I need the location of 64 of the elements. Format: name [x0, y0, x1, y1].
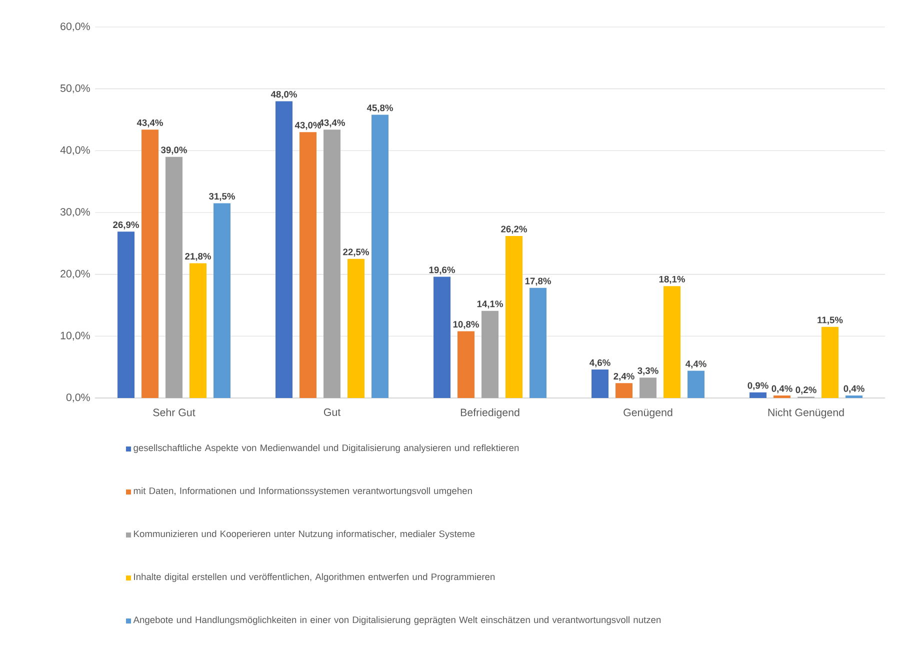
y-tick-label: 0,0%: [66, 394, 90, 402]
data-label: 43,0%: [294, 122, 321, 130]
data-label: 2,4%: [614, 372, 634, 381]
bar: [348, 258, 365, 398]
bar: [506, 236, 523, 398]
y-tick-label: 50,0%: [60, 84, 90, 94]
data-label: 22,5%: [343, 248, 369, 257]
bar: [166, 156, 182, 398]
bar: [324, 130, 341, 398]
data-label: 31,5%: [208, 193, 235, 201]
y-tick-label: 10,0%: [60, 332, 90, 341]
data-label: 0,2%: [796, 386, 816, 394]
bar: [616, 383, 633, 398]
bar: [276, 101, 293, 398]
data-label: 3,3%: [638, 367, 658, 376]
legend-label: Kommunizieren und Kooperieren unter Nutzung informatischer, medialer Systeme: [134, 530, 475, 539]
bar: [458, 331, 475, 398]
x-tick-label: Befriedigend: [460, 408, 520, 418]
data-label: 26,9%: [113, 221, 139, 230]
bar: [592, 370, 609, 398]
data-label: 10,8%: [453, 321, 479, 329]
bar: [372, 114, 389, 398]
bar: [822, 326, 839, 398]
bar: [190, 263, 206, 398]
x-tick-label: Gut: [324, 408, 341, 416]
x-tick-label: Sehr Gut: [153, 408, 196, 416]
data-label: 17,8%: [525, 278, 551, 286]
legend-label: Angebote und Handlungsmöglichkeiten in einer von Digitalisierung geprägten Welt einschätzen und verantwortungsvoll nutzen: [133, 616, 661, 625]
legend-label: Inhalte digital erstellen und veröffentlichen, Algorithmen entwerfen und Programmieren: [134, 573, 495, 582]
data-label: 45,8%: [366, 104, 393, 113]
y-tick-label: 20,0%: [60, 270, 90, 279]
bar: [214, 203, 231, 398]
data-label: 21,8%: [185, 252, 211, 261]
bar: [118, 232, 135, 398]
data-label: 19,6%: [429, 266, 455, 275]
data-label: 18,1%: [659, 276, 685, 284]
bar: [142, 130, 158, 398]
y-tick-label: 40,0%: [60, 146, 90, 156]
data-label: 11,5%: [818, 316, 843, 325]
data-label: 26,2%: [501, 226, 527, 234]
data-label: 48,0%: [270, 90, 297, 99]
y-tick-label: 30,0%: [60, 208, 90, 217]
data-label: 14,1%: [477, 300, 503, 309]
bar: [750, 392, 767, 398]
data-label: 39,0%: [160, 146, 187, 155]
data-label: 43,4%: [136, 119, 163, 128]
bar: [640, 378, 657, 398]
data-label: 0,4%: [844, 385, 864, 394]
data-label: 0,4%: [772, 385, 792, 394]
x-tick-label: Nicht Genügend: [768, 408, 844, 418]
data-label: 4,4%: [686, 360, 706, 369]
bar: [688, 370, 705, 398]
bar: [664, 286, 681, 398]
data-label: 43,4%: [318, 119, 345, 128]
bar: [300, 132, 316, 398]
data-label: 4,6%: [590, 359, 610, 368]
bar: [482, 310, 499, 398]
bar: [530, 288, 547, 398]
bar: [434, 276, 451, 398]
legend-label: mit Daten, Informationen und Informationssystemen verantwortungsvoll umgehen: [134, 487, 472, 496]
x-tick-label: Genügend: [624, 408, 672, 418]
y-tick-label: 60,0%: [60, 22, 90, 32]
data-label: 0,9%: [748, 382, 768, 390]
legend-label: gesellschaftliche Aspekte von Medienwandel und Digitalisierung analysieren und reflektieren: [134, 444, 519, 453]
